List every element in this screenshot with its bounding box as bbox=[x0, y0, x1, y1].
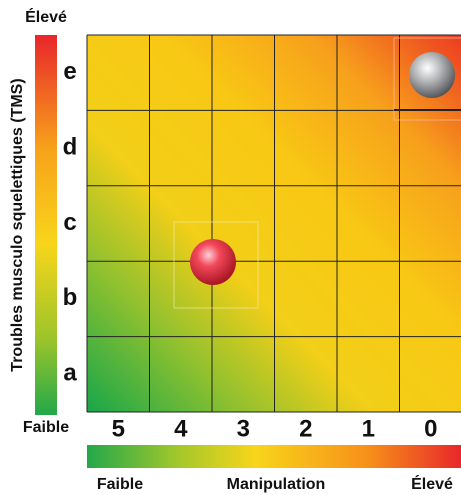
column-label: 0 bbox=[424, 415, 437, 442]
x-axis-label: Manipulation bbox=[227, 476, 326, 493]
horizontal-scale bbox=[87, 445, 461, 468]
x-high: Élevé bbox=[411, 474, 453, 493]
column-label: 3 bbox=[237, 415, 250, 442]
row-label: a bbox=[63, 360, 77, 387]
column-label: 2 bbox=[299, 415, 312, 442]
row-label: c bbox=[63, 209, 76, 236]
column-label: 1 bbox=[362, 415, 375, 442]
column-label: 5 bbox=[112, 415, 125, 442]
current-position bbox=[190, 239, 236, 285]
row-label: e bbox=[63, 58, 76, 85]
row-label: b bbox=[63, 284, 78, 311]
y-axis-label: Troubles musculo squelettiques (TMS) bbox=[9, 78, 26, 371]
column-label: 4 bbox=[174, 415, 188, 442]
y-high: Élevé bbox=[25, 7, 67, 26]
row-label: d bbox=[63, 133, 78, 160]
vertical-scale bbox=[35, 35, 57, 415]
x-low: Faible bbox=[97, 476, 143, 493]
y-low: Faible bbox=[23, 419, 69, 436]
target-position bbox=[409, 52, 455, 98]
risk-matrix: Élevé Faible Troubles musculo squelettiq… bbox=[0, 0, 461, 495]
